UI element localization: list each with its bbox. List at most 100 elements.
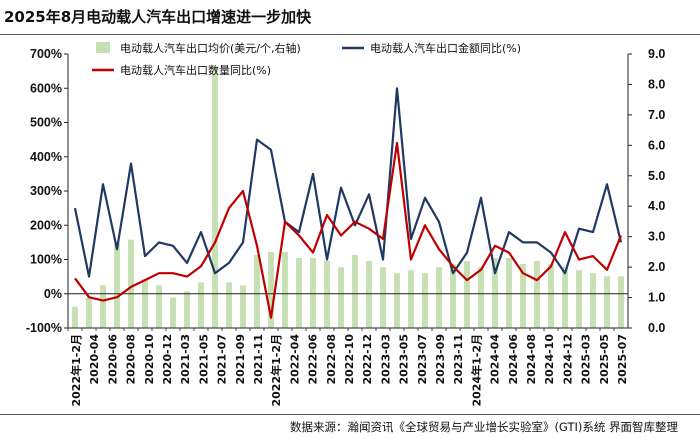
x-tick-label: 2024-04 — [489, 334, 502, 385]
bar-avg-price — [394, 273, 400, 328]
bar-avg-price — [436, 267, 442, 328]
x-tick-label: 2024-08 — [525, 334, 538, 385]
bar-avg-price — [408, 270, 414, 328]
y-left-tick-label: 100% — [30, 253, 62, 267]
bar-avg-price — [184, 291, 190, 328]
bar-avg-price — [590, 273, 596, 328]
bar-avg-price — [618, 276, 624, 328]
x-tick-label: 2022-10 — [343, 334, 356, 385]
x-tick-label: 2023-11 — [452, 334, 465, 385]
x-tick-label: 2022年1-2月 — [269, 334, 283, 406]
bar-avg-price — [100, 285, 106, 328]
x-tick-label: 2023-07 — [416, 334, 429, 385]
bar-avg-price — [562, 267, 568, 328]
bottom-rule — [0, 414, 700, 415]
x-tick-label: 2020-10 — [143, 334, 156, 385]
bar-avg-price — [478, 267, 484, 328]
y-left-tick-label: 300% — [30, 184, 62, 198]
legend-label: 电动载人汽车出口金额同比(%) — [370, 41, 521, 55]
bar-avg-price — [506, 257, 512, 328]
bar-avg-price — [604, 276, 610, 328]
x-tick-label: 2021-03 — [179, 334, 192, 385]
y-left-tick-label: 500% — [30, 116, 62, 130]
bar-avg-price — [520, 264, 526, 328]
x-tick-label: 2020-08 — [125, 334, 138, 385]
legend-swatch-bar — [96, 42, 110, 53]
y-right-tick-label: 8.0 — [648, 77, 665, 91]
bar-avg-price — [338, 267, 344, 328]
x-tick-label: 2025-03 — [580, 334, 593, 385]
y-right-tick-label: 3.0 — [648, 230, 665, 244]
chart-title: 2025年8月电动载人汽车出口增速进一步加快 — [4, 8, 312, 26]
bar-avg-price — [142, 279, 148, 328]
source-note: 数据来源：瀚闻资讯《全球贸易与产业增长实验室》(GTI)系统 界面智库整理 — [289, 420, 678, 434]
x-tick-label: 2021-11 — [252, 334, 265, 385]
bar-avg-price — [324, 261, 330, 328]
bar-avg-price — [282, 251, 288, 328]
bar-avg-price — [268, 251, 274, 328]
x-tick-label: 2022-04 — [288, 334, 301, 385]
y-right-tick-label: 2.0 — [648, 260, 665, 274]
line-export-value-yoy — [73, 87, 623, 278]
x-tick-label: 2020-06 — [106, 334, 119, 385]
legend-label: 电动载人汽车出口均价(美元/个,右轴) — [120, 41, 301, 55]
bar-avg-price — [114, 242, 120, 328]
y-left-tick-label: 200% — [30, 218, 62, 232]
x-tick-label: 2022-08 — [325, 334, 338, 385]
y-right-tick-label: 7.0 — [648, 108, 665, 122]
bar-avg-price — [366, 261, 372, 328]
bar-avg-price — [226, 282, 232, 328]
bar-avg-price — [254, 254, 260, 328]
bar-avg-price — [576, 270, 582, 328]
y-right-tick-label: 6.0 — [648, 138, 665, 152]
x-tick-label: 2024-06 — [507, 334, 520, 385]
x-tick-label: 2023-03 — [379, 334, 392, 385]
y-right-tick-label: 0.0 — [648, 321, 665, 335]
y-right-tick-label: 9.0 — [648, 47, 665, 61]
bar-avg-price — [450, 264, 456, 328]
y-right-tick-label: 1.0 — [648, 291, 665, 305]
x-tick-label: 2024-12 — [561, 334, 574, 385]
y-left-tick-label: 700% — [30, 47, 62, 61]
x-tick-label: 2022-06 — [307, 334, 320, 385]
bar-avg-price — [464, 261, 470, 328]
y-left-tick-label: -100% — [26, 321, 62, 335]
bar-avg-price — [72, 306, 78, 328]
bar-avg-price — [170, 297, 176, 328]
bar-avg-price — [380, 267, 386, 328]
title-bar: 2025年8月电动载人汽车出口增速进一步加快 — [0, 0, 700, 35]
bar-avg-price — [212, 66, 218, 328]
x-tick-label: 2023-05 — [398, 334, 411, 385]
x-tick-label: 2021-09 — [234, 334, 247, 385]
bar-avg-price — [296, 257, 302, 328]
y-left-tick-label: 0% — [44, 287, 62, 301]
bar-avg-price — [310, 257, 316, 328]
line-export-volume-yoy — [74, 141, 623, 319]
y-left-tick-label: 400% — [30, 150, 62, 164]
bar-avg-price — [422, 273, 428, 328]
x-tick-label: 2024-10 — [543, 334, 556, 385]
x-tick-label: 2025-07 — [616, 334, 629, 385]
x-tick-label: 2023-09 — [434, 334, 447, 385]
x-tick-label: 2024年1-2月 — [469, 334, 483, 406]
x-tick-label: 2025-05 — [598, 334, 611, 385]
bar-avg-price — [492, 257, 498, 328]
bar-avg-price — [128, 239, 134, 328]
x-tick-label: 2021-05 — [197, 334, 210, 385]
bar-avg-price — [534, 261, 540, 328]
x-tick-label: 2020-12 — [161, 334, 174, 385]
y-left-tick-label: 600% — [30, 81, 62, 95]
legend-label: 电动载人汽车出口数量同比(%) — [120, 63, 271, 77]
y-right-tick-label: 5.0 — [648, 169, 665, 183]
bar-avg-price — [548, 264, 554, 328]
x-tick-label: 2020-04 — [88, 334, 101, 385]
bar-avg-price — [198, 282, 204, 328]
bar-avg-price — [240, 285, 246, 328]
x-tick-label: 2021-07 — [216, 334, 229, 385]
bar-avg-price — [86, 297, 92, 328]
bar-avg-price — [352, 254, 358, 328]
chart: -100% 0% 100% 200% 300% 400% 500% 600% 700% 0.0 1.… — [26, 41, 666, 406]
x-tick-label: 2022-12 — [361, 334, 374, 385]
bar-avg-price — [156, 285, 162, 328]
y-right-tick-label: 4.0 — [648, 199, 665, 213]
